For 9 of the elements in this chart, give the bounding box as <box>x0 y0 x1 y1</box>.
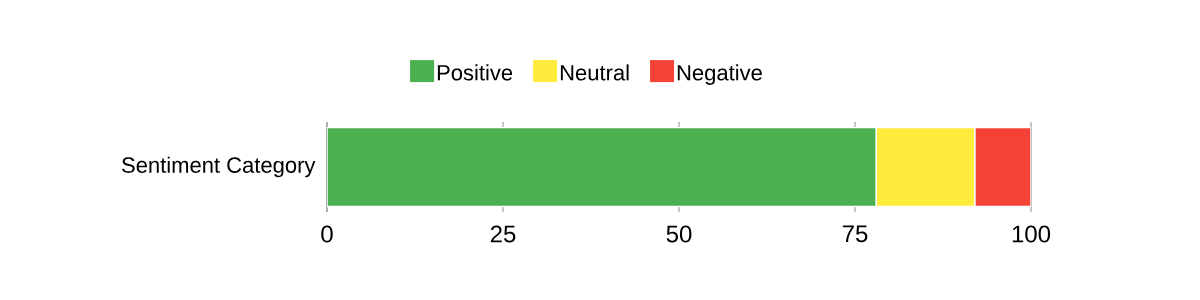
x-tick-label: 0 <box>321 225 333 243</box>
x-tick-label: 75 <box>842 225 868 243</box>
legend-label: Negative <box>677 64 762 85</box>
x-tick-label: 25 <box>490 225 516 243</box>
x-tick-label: 50 <box>666 225 692 243</box>
x-tick-label: 100 <box>1012 225 1051 243</box>
y-tick-label: Sentiment Category <box>122 156 316 178</box>
legend-label: Positive <box>437 64 513 81</box>
legend-label: Neutral <box>560 64 629 81</box>
